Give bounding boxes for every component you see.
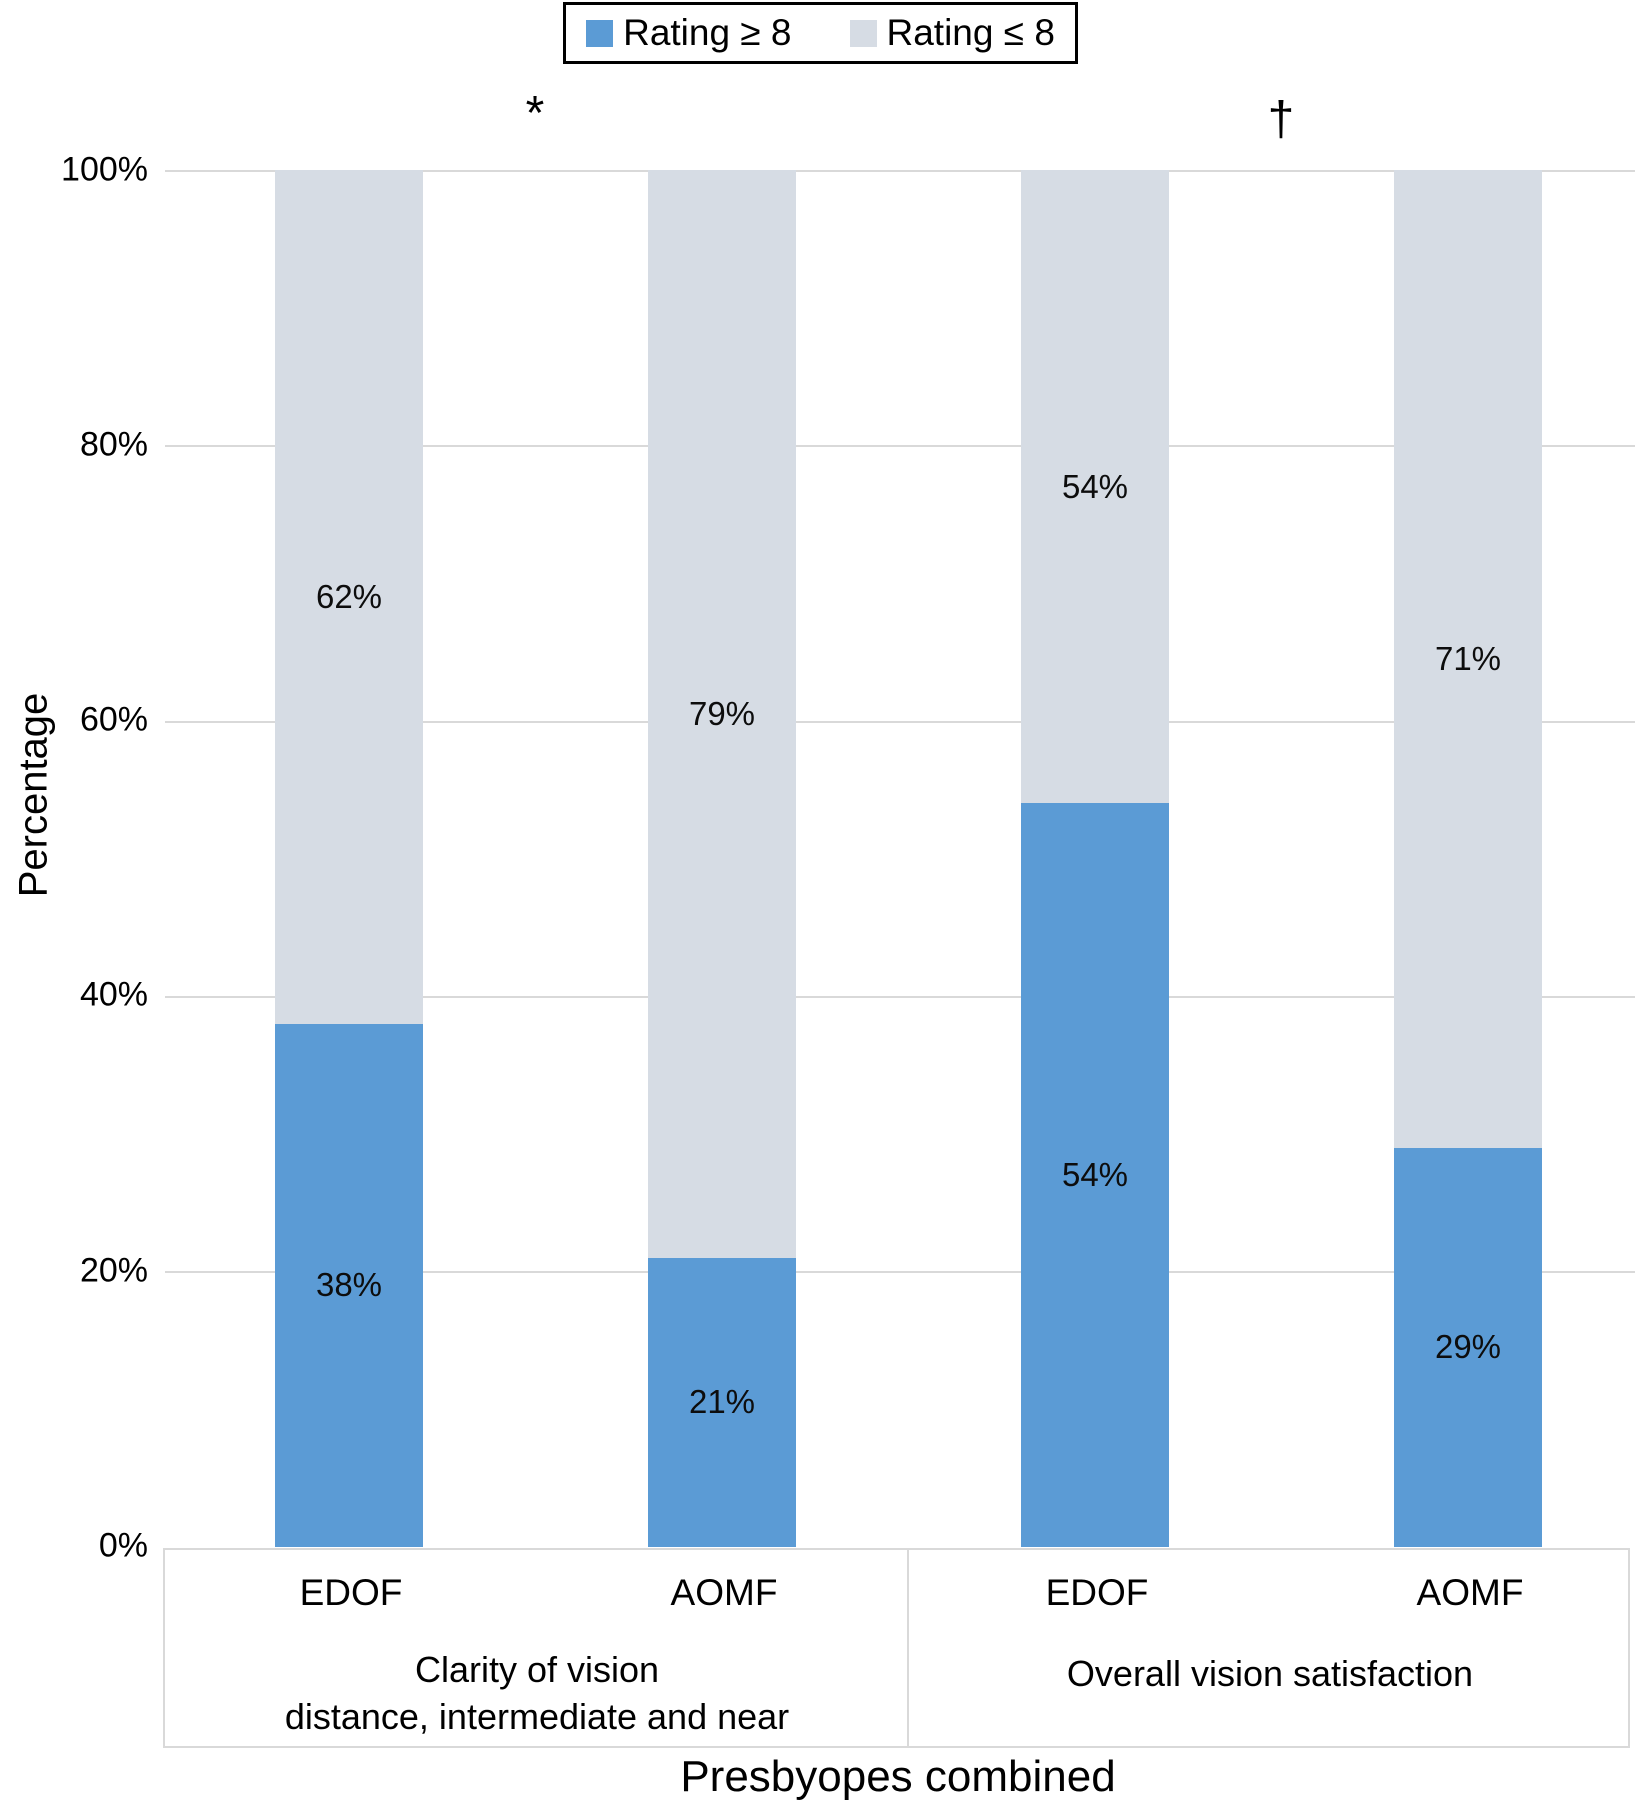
category-label-edof-clarity: EDOF xyxy=(299,1572,403,1613)
x-axis-title: Presbyopes combined xyxy=(680,1752,1116,1801)
segment-rating-ge8: 54% xyxy=(1021,803,1169,1547)
category-label-aomf-overall: AOMF xyxy=(1416,1572,1524,1613)
category-label-edof-overall: EDOF xyxy=(1045,1572,1149,1613)
segment-rating-le8: 79% xyxy=(648,170,796,1258)
plot-area: 62% 38% 79% 21% 54% 54% 71% xyxy=(165,170,1635,1547)
significance-asterisk: * xyxy=(525,87,545,140)
legend-item-rating-le8: Rating ≤ 8 xyxy=(849,12,1055,54)
legend: Rating ≥ 8 Rating ≤ 8 xyxy=(563,2,1078,64)
legend-label-rating-le8: Rating ≤ 8 xyxy=(886,12,1055,53)
gridline-80 xyxy=(165,445,1635,447)
data-label: 54% xyxy=(1061,467,1129,505)
gridline-20 xyxy=(165,1271,1635,1273)
category-label-box: EDOF AOMF EDOF AOMF Clarity of vision di… xyxy=(163,1548,1630,1748)
bar-aomf-clarity: 79% 21% xyxy=(648,170,796,1547)
y-tick-100: 100% xyxy=(61,150,148,189)
legend-swatch-rating-ge8-icon xyxy=(586,19,614,47)
group-divider xyxy=(907,1550,909,1746)
bar-aomf-overall: 71% 29% xyxy=(1394,170,1542,1547)
group-label-overall: Overall vision satisfaction xyxy=(1066,1653,1474,1694)
legend-item-rating-ge8: Rating ≥ 8 xyxy=(586,12,792,54)
gridline-100 xyxy=(165,170,1635,172)
segment-rating-ge8: 21% xyxy=(648,1257,796,1547)
data-label: 38% xyxy=(315,1266,383,1304)
gridline-40 xyxy=(165,996,1635,998)
category-label-aomf-clarity: AOMF xyxy=(670,1572,778,1613)
data-label: 62% xyxy=(315,577,383,615)
bar-edof-overall: 54% 54% xyxy=(1021,170,1169,1547)
y-tick-60: 60% xyxy=(79,700,148,739)
gridline-60 xyxy=(165,721,1635,723)
segment-rating-le8: 71% xyxy=(1394,170,1542,1148)
segment-rating-ge8: 38% xyxy=(275,1023,423,1547)
legend-swatch-rating-le8-icon xyxy=(849,19,877,47)
group-label-clarity-line2: distance, intermediate and near xyxy=(284,1696,790,1737)
significance-dagger: † xyxy=(1267,93,1295,146)
data-label: 71% xyxy=(1434,639,1502,677)
y-tick-0: 0% xyxy=(98,1526,148,1565)
y-tick-20: 20% xyxy=(79,1251,148,1290)
segment-rating-le8: 62% xyxy=(275,170,423,1024)
data-label: 54% xyxy=(1061,1156,1129,1194)
bar-edof-clarity: 62% 38% xyxy=(275,170,423,1547)
data-label: 29% xyxy=(1434,1328,1502,1366)
segment-rating-le8: 54% xyxy=(1021,170,1169,804)
y-tick-40: 40% xyxy=(79,975,148,1014)
data-label: 79% xyxy=(688,694,756,732)
y-tick-80: 80% xyxy=(79,425,148,464)
group-label-clarity-line1: Clarity of vision xyxy=(414,1649,660,1690)
data-label: 21% xyxy=(688,1383,756,1421)
segment-rating-ge8: 29% xyxy=(1394,1147,1542,1547)
legend-label-rating-ge8: Rating ≥ 8 xyxy=(623,12,792,53)
